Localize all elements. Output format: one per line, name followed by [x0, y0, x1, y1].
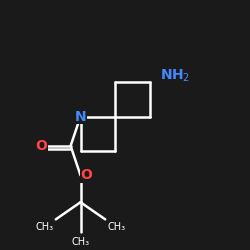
Text: CH₃: CH₃	[72, 236, 90, 246]
Text: O: O	[80, 168, 92, 182]
Text: CH₃: CH₃	[35, 222, 53, 232]
Text: CH₃: CH₃	[108, 222, 126, 232]
Text: NH$_2$: NH$_2$	[160, 68, 190, 84]
Text: N: N	[75, 110, 86, 124]
Text: O: O	[35, 139, 47, 153]
